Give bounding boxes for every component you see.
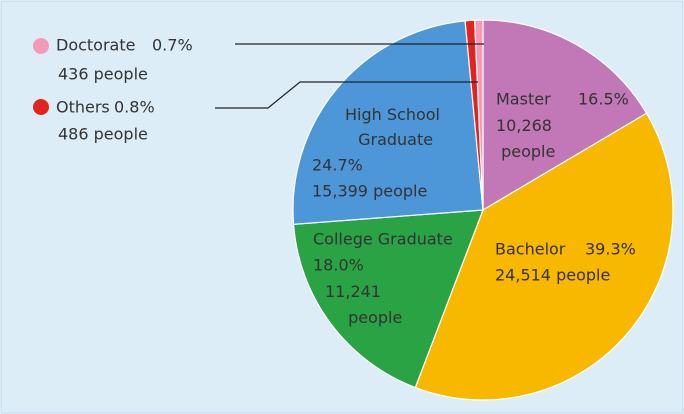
category-label: Others — [56, 98, 110, 117]
legend-marker — [33, 99, 49, 115]
pie-slice — [474, 19, 484, 211]
category-label: Master — [496, 90, 551, 109]
value-label: 39.3% — [585, 240, 636, 259]
value-label: 24.7% — [312, 156, 363, 175]
category-label: Bachelor — [495, 240, 566, 259]
count-label: 486 people — [58, 125, 148, 144]
count-label: 436 people — [58, 65, 148, 84]
pie-slice — [292, 209, 484, 389]
count-label: 24,514 people — [495, 266, 610, 285]
count-label: 10,268 people — [496, 116, 555, 161]
pie-slice — [482, 19, 648, 212]
count-label: 11,241 people — [325, 282, 402, 327]
leader-line — [215, 81, 478, 109]
category-label: College Graduate — [313, 230, 453, 249]
pie — [292, 19, 674, 401]
labels: Master 16.5% 10,268 people Bachelor 39.3% 24,… — [33, 36, 636, 327]
category-label: Doctorate — [56, 36, 135, 55]
count-label: 15,399 people — [312, 182, 427, 201]
value-label: 18.0% — [313, 256, 364, 275]
legend-marker — [33, 38, 49, 54]
value-label: 0.8% — [114, 98, 155, 117]
pie-slice — [414, 112, 674, 401]
pie-slice — [292, 20, 484, 225]
category-label: High School Graduate — [345, 105, 440, 149]
value-label: 0.7% — [152, 36, 193, 55]
value-label: 16.5% — [578, 90, 629, 109]
